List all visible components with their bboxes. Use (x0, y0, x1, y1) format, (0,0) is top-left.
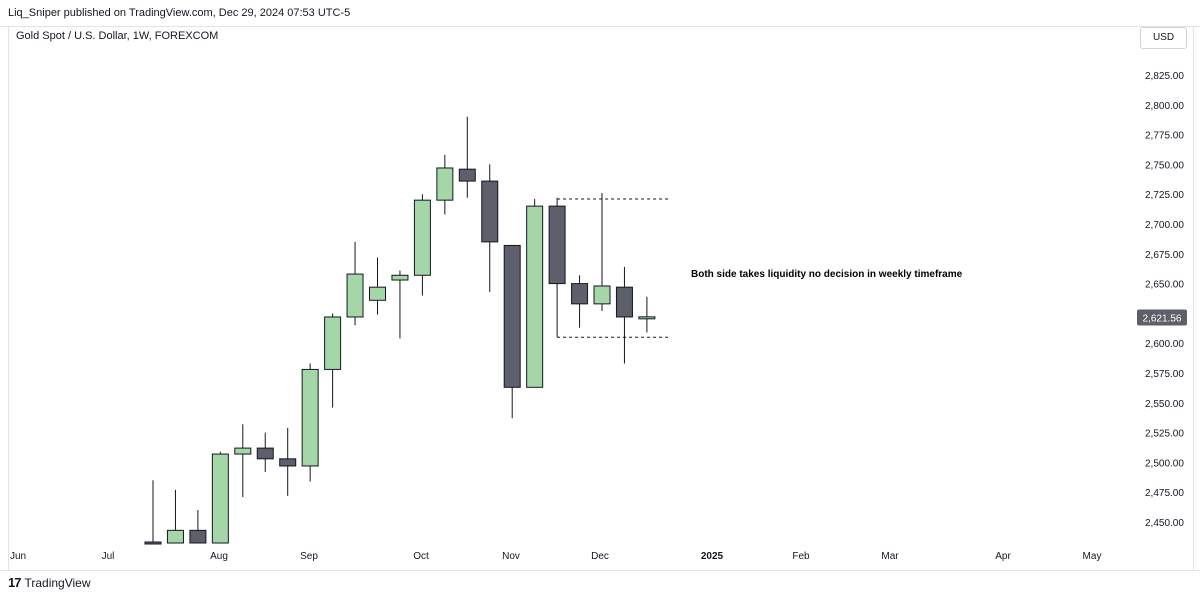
tradingview-brand-label: TradingView (24, 575, 91, 590)
candle-body (234, 447, 252, 455)
candle (548, 197, 566, 338)
candle-body (436, 167, 454, 201)
candle-body (301, 368, 319, 467)
y-tick-label: 2,675.00 (1145, 250, 1184, 261)
candle-body (413, 199, 431, 276)
candle-body (211, 453, 229, 544)
candle-body (166, 529, 184, 544)
candle (369, 257, 386, 315)
candle (144, 480, 162, 545)
candle (256, 432, 274, 472)
tradingview-logo-icon: 17 (8, 575, 22, 590)
currency-button[interactable]: USD (1140, 27, 1187, 49)
candles-layer (144, 116, 656, 545)
x-tick-label: Mar (881, 551, 899, 562)
candle-body (369, 286, 386, 301)
x-tick-label: Jun (10, 551, 26, 562)
candle-body (256, 447, 274, 460)
candle (638, 296, 656, 333)
last-price-tag-label: 2,621.56 (1143, 314, 1182, 325)
publish-header (0, 0, 1200, 27)
candle (279, 427, 297, 496)
y-tick-label: 2,825.00 (1145, 71, 1184, 82)
y-tick-label: 2,450.00 (1145, 518, 1184, 529)
y-tick-label: 2,475.00 (1145, 488, 1184, 499)
candle (301, 363, 319, 482)
last-price-tag: 2,621.56 (1137, 309, 1187, 326)
candle-body (548, 205, 566, 285)
candle (211, 451, 229, 544)
candle-body (503, 244, 521, 388)
x-tick-label: Apr (995, 551, 1011, 562)
candle (324, 313, 342, 408)
time-axis[interactable]: Jun Jul Aug Sep Oct Nov Dec 2025 Feb Mar Apr May (10, 551, 1102, 562)
x-tick-label: Aug (210, 551, 228, 562)
candle-body (324, 316, 342, 370)
x-tick-label: 2025 (701, 551, 724, 562)
candle-body (481, 180, 499, 243)
candle (346, 241, 364, 326)
annotation-text: Both side takes liquidity no decision in… (691, 269, 963, 280)
chart-frame (8, 26, 1194, 570)
candle-body (189, 529, 207, 544)
symbol-title[interactable]: Gold Spot / U.S. Dollar, 1W, FOREXCOM (16, 30, 219, 42)
candle (503, 244, 521, 419)
x-tick-label: Feb (792, 551, 810, 562)
candle (615, 266, 633, 364)
candle (458, 116, 476, 198)
y-tick-label: 2,600.00 (1145, 339, 1184, 350)
x-tick-label: Dec (591, 551, 609, 562)
candle-body (144, 541, 162, 545)
x-tick-label: May (1083, 551, 1102, 562)
y-tick-label: 2,725.00 (1145, 190, 1184, 201)
candle (436, 154, 454, 215)
y-tick-label: 2,650.00 (1145, 280, 1184, 291)
tradingview-logo[interactable]: 17 TradingView (8, 575, 91, 590)
candle (189, 510, 207, 544)
candle (413, 194, 431, 296)
y-tick-label: 2,800.00 (1145, 101, 1184, 112)
x-tick-label: Jul (102, 551, 115, 562)
candle (571, 275, 589, 328)
candle-body (571, 283, 589, 305)
candle (234, 424, 252, 497)
last-price-tag-bg (1137, 309, 1187, 326)
y-tick-label: 2,575.00 (1145, 369, 1184, 380)
candle-body (346, 273, 364, 318)
candle (526, 198, 544, 388)
x-tick-label: Nov (502, 551, 520, 562)
candle-body (593, 285, 611, 305)
candle (593, 193, 611, 312)
candle (481, 164, 499, 292)
price-axis[interactable]: 2,450.00 2,475.00 2,500.00 2,525.00 2,550.00… (1145, 71, 1184, 529)
footer-bar (0, 570, 1200, 597)
annotation-layer: Both side takes liquidity no decision in… (557, 198, 963, 338)
y-tick-label: 2,525.00 (1145, 429, 1184, 440)
y-tick-label: 2,775.00 (1145, 131, 1184, 142)
y-tick-label: 2,750.00 (1145, 160, 1184, 171)
candle (166, 489, 184, 544)
x-tick-label: Sep (300, 551, 318, 562)
y-tick-label: 2,700.00 (1145, 220, 1184, 231)
candle-body (458, 168, 476, 182)
candle (391, 270, 409, 339)
publish-info: Liq_Sniper published on TradingView.com,… (8, 7, 351, 19)
y-tick-label: 2,550.00 (1145, 399, 1184, 410)
candle-body (615, 286, 633, 318)
x-tick-label: Oct (413, 551, 429, 562)
candle-body (279, 458, 297, 467)
candle-body (526, 205, 544, 388)
candle-body (638, 316, 656, 320)
y-tick-label: 2,500.00 (1145, 458, 1184, 469)
candle-body (391, 274, 409, 281)
